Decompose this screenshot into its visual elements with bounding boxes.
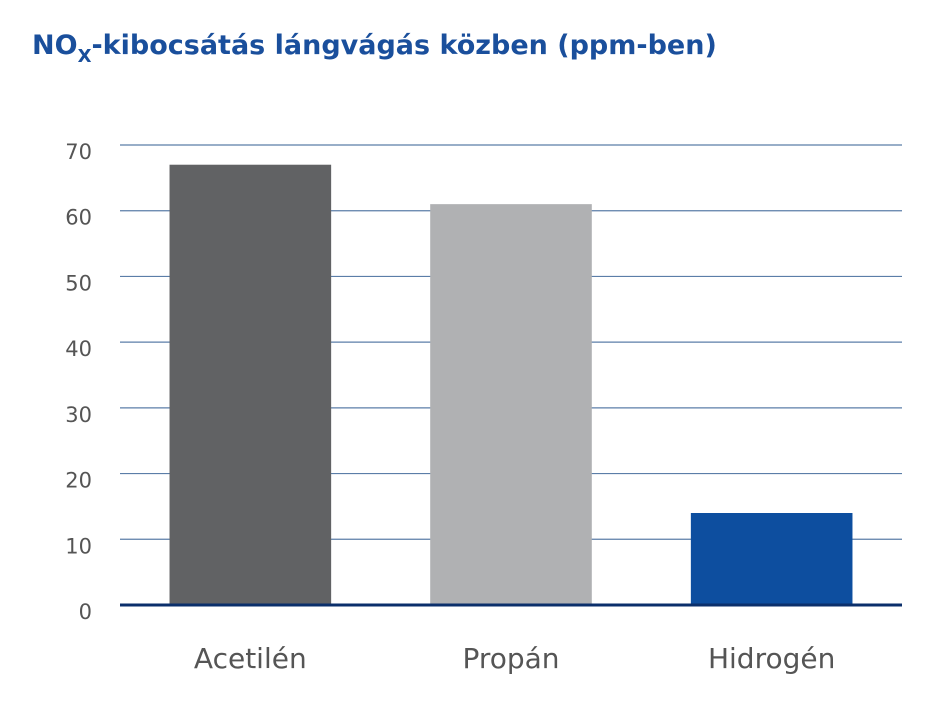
bar: [430, 204, 592, 605]
bar: [169, 164, 332, 605]
x-tick-label: Acetilén: [194, 642, 307, 675]
title-subscript: X: [78, 46, 92, 67]
y-tick-label: 40: [65, 337, 92, 361]
y-tick-label: 60: [65, 206, 92, 230]
y-tick-label: 50: [65, 271, 92, 295]
y-tick-label: 30: [65, 403, 92, 427]
y-tick-label: 10: [65, 534, 92, 558]
y-tick-label: 70: [65, 140, 92, 164]
y-tick-label: 20: [65, 469, 92, 493]
title-part: -kibocsátás lángvágás közben (ppm-ben): [91, 30, 716, 61]
x-tick-label: Hidrogén: [708, 642, 835, 675]
y-tick-label: 0: [79, 600, 92, 624]
chart-title: NOX-kibocsátás lángvágás közben (ppm-ben…: [32, 30, 717, 67]
x-tick-label: Propán: [462, 642, 559, 675]
bar: [690, 513, 853, 605]
title-part: NO: [32, 30, 78, 61]
